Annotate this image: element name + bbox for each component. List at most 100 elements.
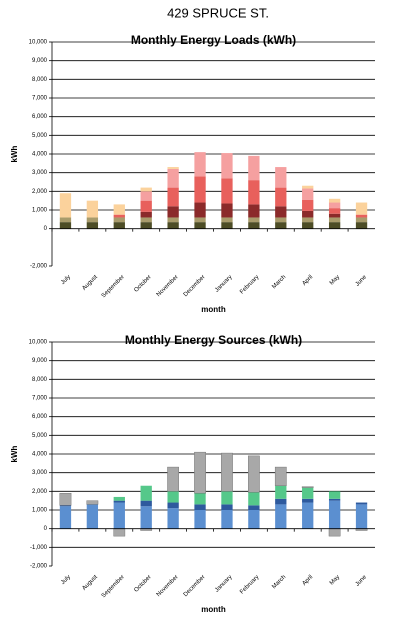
x-tick-label: October [133, 574, 152, 593]
bar-segment [140, 187, 152, 192]
bar-segment [194, 504, 206, 510]
bar-segment [355, 222, 368, 229]
x-tick-label: January [214, 274, 233, 293]
bar-segment [248, 492, 260, 506]
bar-segment [302, 210, 314, 218]
bar-segment [248, 155, 260, 181]
bar-segment [221, 452, 233, 492]
bar-segment [328, 217, 341, 223]
bar-segment [194, 217, 206, 223]
x-tick-label: April [301, 274, 314, 287]
bar-segment [221, 217, 233, 223]
bar-segment [59, 193, 72, 218]
bar-segment [167, 217, 179, 223]
y-tick-label: 6,000 [32, 414, 48, 420]
y-tick-label: 10,000 [29, 40, 48, 46]
y-tick-label: 2,000 [32, 489, 48, 495]
y-tick-label: 4,000 [32, 152, 48, 158]
y-tick-label: 0 [44, 526, 48, 532]
y-tick-label: 3,000 [32, 170, 48, 176]
bar-segment [140, 500, 152, 507]
bar-segment [221, 222, 233, 229]
bar-segment [355, 502, 368, 505]
chart-title: Monthly Energy Loads (kWh) [131, 33, 296, 47]
x-tick-label: March [271, 574, 287, 590]
x-tick-label: June [355, 574, 369, 588]
bar-segment [275, 167, 287, 188]
y-tick-label: 7,000 [32, 396, 48, 402]
bar-segment [140, 485, 152, 501]
x-tick-label: April [301, 574, 314, 587]
bar-segment [275, 217, 287, 223]
bar-segment [275, 222, 287, 229]
bar-segment [248, 217, 260, 223]
bar-segment [302, 217, 314, 223]
y-tick-label: 5,000 [32, 433, 48, 439]
bar-segment [86, 222, 99, 229]
y-tick-label: 0 [44, 226, 48, 232]
bar-segment [302, 199, 314, 211]
bar-segment [302, 502, 314, 529]
bar-segment [59, 506, 72, 529]
bar-segment [275, 187, 287, 207]
bar-segment [194, 202, 206, 218]
y-tick-label: 5,000 [32, 133, 48, 139]
bar-segment [328, 213, 341, 218]
x-tick-label: August [81, 574, 99, 592]
y-axis-label: kWh [10, 445, 19, 462]
bar-segment [194, 152, 206, 177]
y-tick-label: 1,000 [32, 508, 48, 514]
bar-segment [86, 200, 99, 218]
bar-segment [140, 506, 152, 529]
bar-segment [194, 222, 206, 229]
bar-segment [194, 510, 206, 529]
bar-segment [167, 167, 179, 169]
bar-segment [59, 217, 72, 223]
bar-segment [248, 455, 260, 493]
bar-segment [140, 222, 152, 229]
bar-segment [113, 500, 125, 503]
bar-segment [355, 202, 368, 215]
bar-segment [194, 451, 206, 494]
bar-segment [355, 217, 368, 223]
bar-segment [248, 180, 260, 205]
bar-segment [275, 206, 287, 218]
bar-segment [328, 491, 341, 499]
y-tick-label: 10,000 [29, 340, 48, 346]
bar-segment [86, 504, 99, 529]
bar-segment [140, 200, 152, 212]
bar-segment [302, 498, 314, 503]
x-axis-label: month [201, 305, 226, 314]
bar-segment [59, 493, 72, 506]
y-tick-label: -1,000 [30, 545, 48, 551]
y-tick-label: 3,000 [32, 470, 48, 476]
bar-segment [221, 153, 233, 179]
bar-segment [275, 485, 287, 499]
x-tick-label: July [60, 274, 72, 286]
bar-segment [248, 510, 260, 529]
bar-segment [275, 504, 287, 529]
bar-segment [248, 222, 260, 229]
bar-segment [248, 204, 260, 218]
bar-segment [221, 491, 233, 505]
bar-segment [328, 198, 341, 203]
y-tick-label: -2,000 [30, 264, 48, 270]
bar-segment [328, 222, 341, 229]
x-tick-label: November [156, 574, 180, 598]
bar-segment [140, 217, 152, 223]
x-tick-label: November [156, 274, 180, 298]
bar-segment [167, 222, 179, 229]
x-tick-label: February [239, 274, 260, 295]
bar-segment [167, 508, 179, 529]
bar-segment [248, 505, 260, 510]
bar-segment [221, 178, 233, 204]
bar-segment [302, 188, 314, 200]
x-tick-label: May [329, 574, 341, 586]
bar-segment [275, 498, 287, 505]
bar-segment [59, 505, 72, 507]
bar-segment [221, 504, 233, 510]
bar-segment [274, 466, 287, 486]
x-tick-label: December [183, 574, 207, 598]
x-tick-label: September [101, 274, 126, 299]
bar-segment [113, 496, 125, 501]
